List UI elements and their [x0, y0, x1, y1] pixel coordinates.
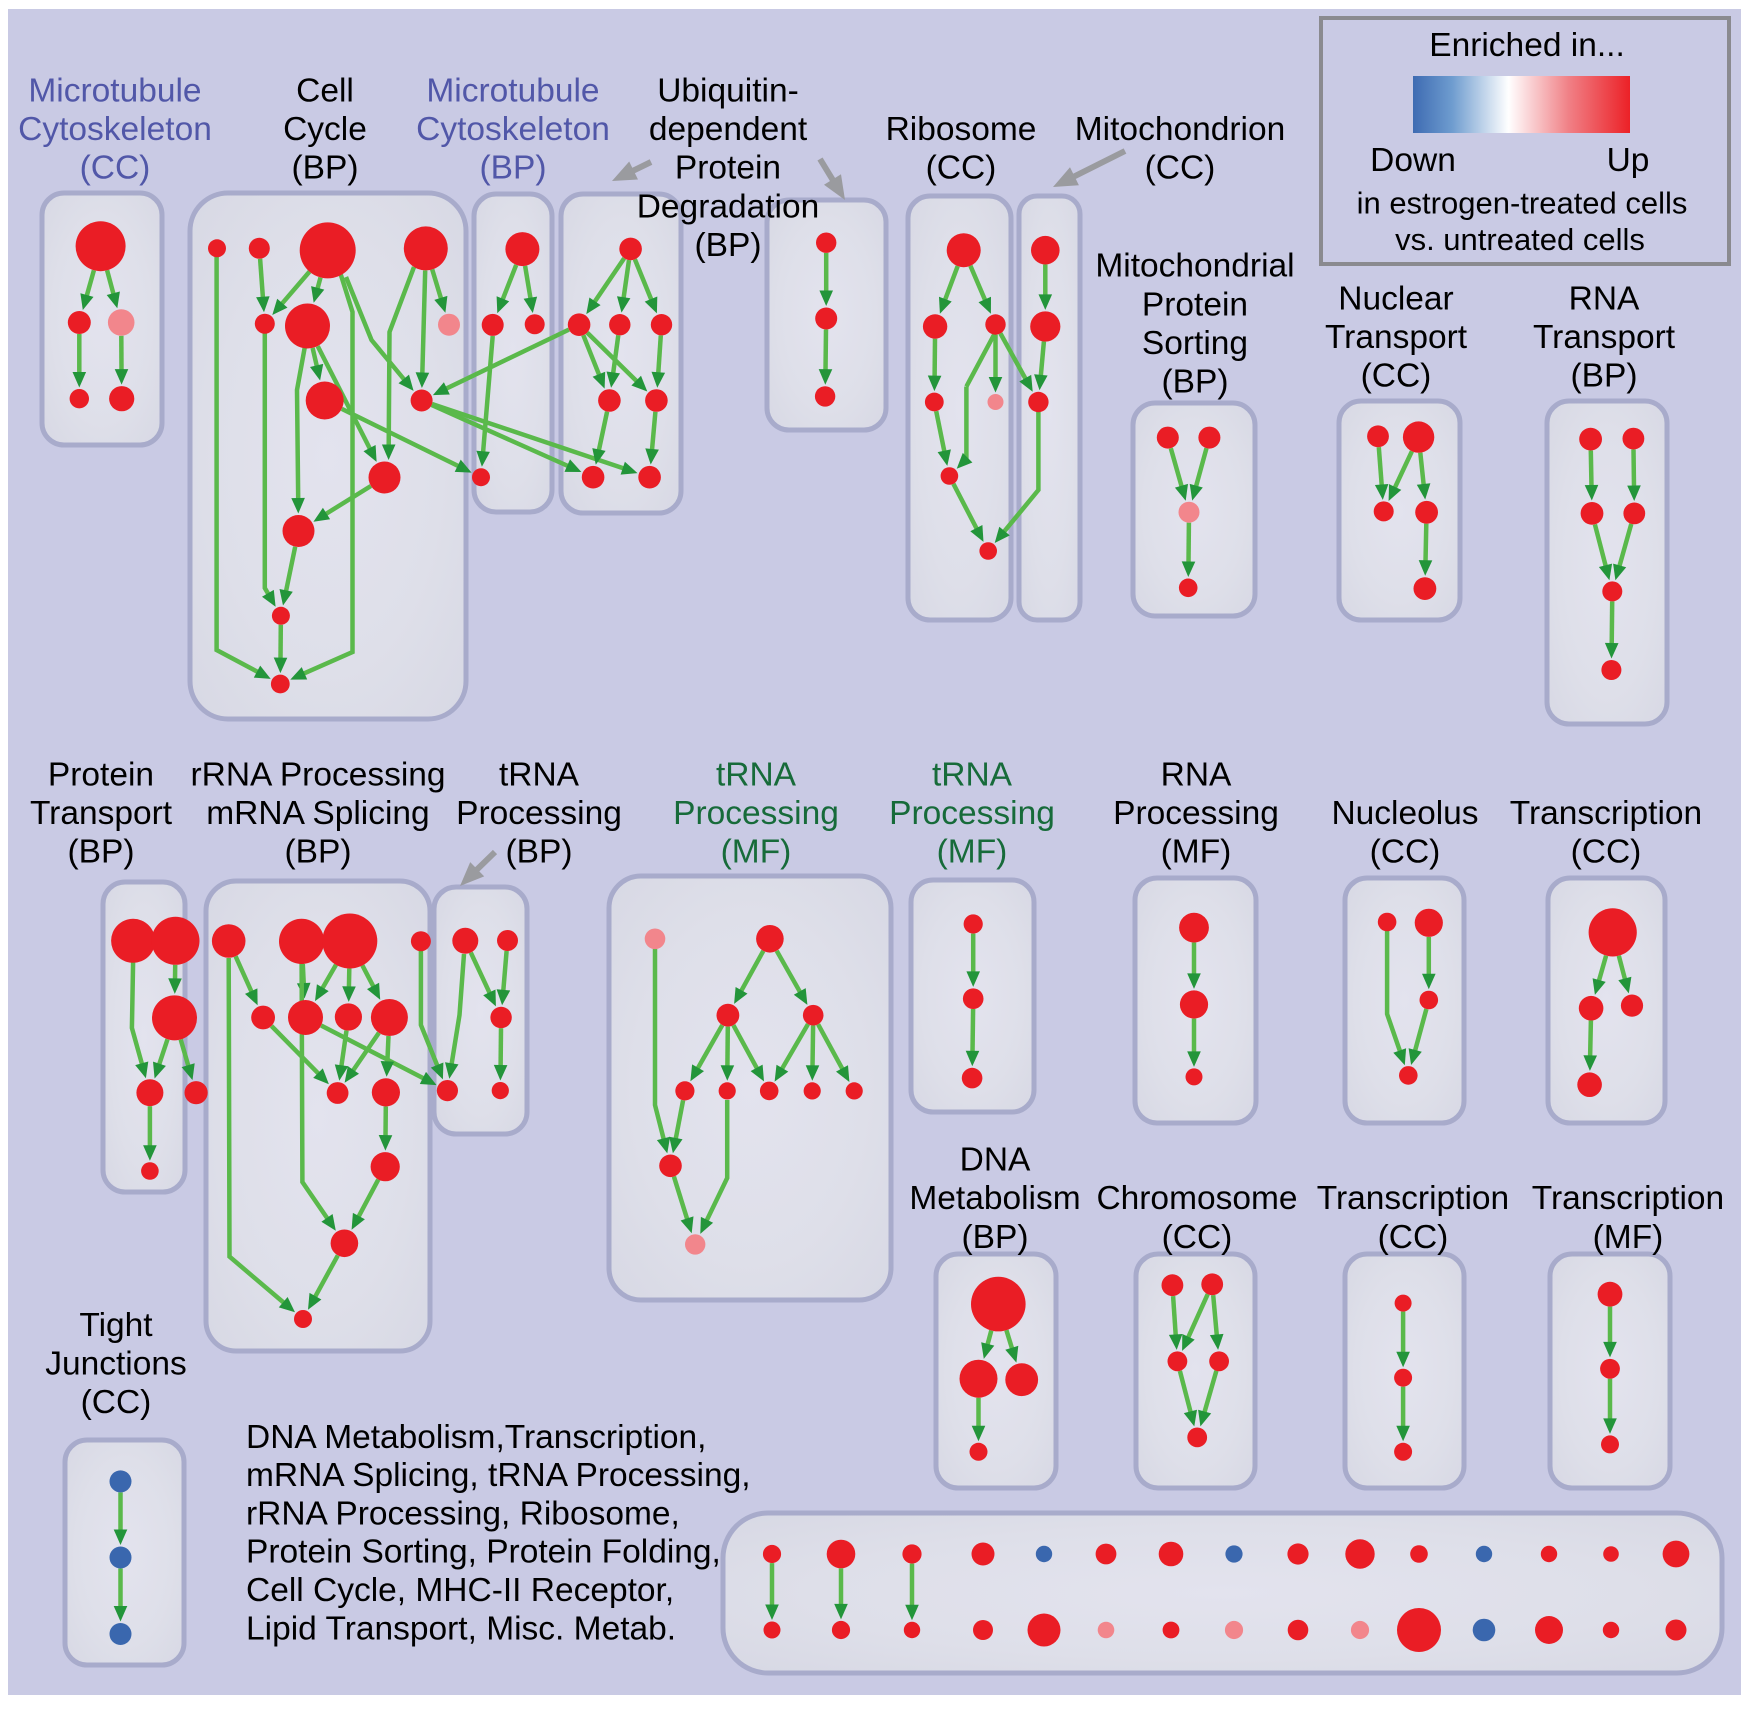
- svg-text:(CC): (CC): [1162, 1219, 1233, 1256]
- svg-text:Junctions: Junctions: [45, 1346, 187, 1383]
- svg-text:Chromosome: Chromosome: [1096, 1180, 1297, 1217]
- svg-text:DNA: DNA: [960, 1142, 1031, 1179]
- svg-text:rRNA Processing: rRNA Processing: [190, 757, 445, 794]
- svg-text:(CC): (CC): [926, 150, 997, 187]
- svg-text:(BP): (BP): [506, 834, 573, 871]
- svg-text:(CC): (CC): [1145, 150, 1216, 187]
- svg-text:(BP): (BP): [1162, 364, 1229, 401]
- svg-text:tRNA: tRNA: [499, 757, 580, 794]
- svg-text:Transcription: Transcription: [1317, 1180, 1509, 1217]
- svg-text:Nucleolus: Nucleolus: [1331, 795, 1478, 832]
- svg-text:Processing: Processing: [673, 795, 839, 832]
- svg-text:(CC): (CC): [1370, 834, 1441, 871]
- svg-text:Cycle: Cycle: [283, 111, 367, 148]
- svg-text:Protein: Protein: [675, 150, 781, 187]
- svg-text:(BP): (BP): [68, 834, 135, 871]
- svg-text:rRNA Processing, Ribosome,: rRNA Processing, Ribosome,: [246, 1495, 680, 1532]
- svg-text:Processing: Processing: [456, 795, 622, 832]
- svg-text:(BP): (BP): [285, 834, 352, 871]
- svg-text:Processing: Processing: [1113, 795, 1279, 832]
- svg-text:Up: Up: [1607, 142, 1650, 179]
- svg-text:Metabolism: Metabolism: [909, 1180, 1080, 1217]
- svg-text:Cell Cycle, MHC-II Receptor,: Cell Cycle, MHC-II Receptor,: [246, 1572, 674, 1609]
- svg-text:Protein: Protein: [1142, 286, 1248, 323]
- svg-text:(CC): (CC): [1571, 834, 1642, 871]
- svg-text:Processing: Processing: [889, 795, 1055, 832]
- svg-text:(MF): (MF): [721, 834, 792, 871]
- svg-text:(MF): (MF): [937, 834, 1008, 871]
- svg-text:dependent: dependent: [649, 111, 808, 148]
- svg-text:Microtubule: Microtubule: [28, 73, 201, 110]
- svg-text:(BP): (BP): [292, 150, 359, 187]
- svg-text:Cell: Cell: [296, 73, 354, 110]
- svg-text:Sorting: Sorting: [1142, 325, 1248, 362]
- svg-text:Ribosome: Ribosome: [886, 111, 1037, 148]
- svg-text:(MF): (MF): [1161, 834, 1232, 871]
- svg-text:Protein: Protein: [48, 757, 154, 794]
- svg-text:Transcription: Transcription: [1510, 795, 1702, 832]
- svg-text:(CC): (CC): [81, 1384, 152, 1421]
- svg-text:(BP): (BP): [1571, 358, 1638, 395]
- svg-text:Transport: Transport: [1325, 319, 1468, 356]
- svg-text:mRNA Splicing, tRNA Processing: mRNA Splicing, tRNA Processing,: [246, 1457, 751, 1494]
- svg-text:Tight: Tight: [79, 1307, 153, 1344]
- svg-text:Microtubule: Microtubule: [426, 73, 599, 110]
- svg-text:Cytoskeleton: Cytoskeleton: [416, 111, 610, 148]
- svg-text:Transcription: Transcription: [1532, 1180, 1724, 1217]
- svg-text:DNA Metabolism,Transcription,: DNA Metabolism,Transcription,: [246, 1419, 706, 1456]
- svg-text:(BP): (BP): [962, 1219, 1029, 1256]
- svg-text:Transport: Transport: [1533, 319, 1676, 356]
- svg-text:(BP): (BP): [480, 150, 547, 187]
- svg-text:(BP): (BP): [695, 227, 762, 264]
- svg-text:vs. untreated cells: vs. untreated cells: [1395, 222, 1645, 257]
- svg-text:(MF): (MF): [1593, 1219, 1664, 1256]
- svg-text:Mitochondrion: Mitochondrion: [1075, 111, 1285, 148]
- svg-text:Protein Sorting, Protein Foldi: Protein Sorting, Protein Folding,: [246, 1534, 721, 1571]
- svg-text:Down: Down: [1370, 142, 1456, 179]
- svg-text:Ubiquitin-: Ubiquitin-: [657, 73, 799, 110]
- svg-text:in estrogen-treated cells: in estrogen-treated cells: [1357, 186, 1688, 221]
- svg-text:RNA: RNA: [1161, 757, 1232, 794]
- svg-text:Degradation: Degradation: [637, 188, 820, 225]
- svg-text:(CC): (CC): [1378, 1219, 1449, 1256]
- svg-text:Mitochondrial: Mitochondrial: [1095, 248, 1294, 285]
- svg-text:Transport: Transport: [30, 795, 173, 832]
- svg-text:tRNA: tRNA: [716, 757, 797, 794]
- svg-text:tRNA: tRNA: [932, 757, 1013, 794]
- svg-text:Cytoskeleton: Cytoskeleton: [18, 111, 212, 148]
- svg-text:(CC): (CC): [1361, 358, 1432, 395]
- svg-text:RNA: RNA: [1569, 280, 1640, 317]
- svg-text:mRNA Splicing: mRNA Splicing: [206, 795, 429, 832]
- svg-text:Enriched in...: Enriched in...: [1429, 27, 1625, 64]
- svg-text:Nuclear: Nuclear: [1338, 280, 1453, 317]
- svg-text:(CC): (CC): [80, 150, 151, 187]
- svg-text:Lipid Transport, Misc. Metab.: Lipid Transport, Misc. Metab.: [246, 1610, 676, 1647]
